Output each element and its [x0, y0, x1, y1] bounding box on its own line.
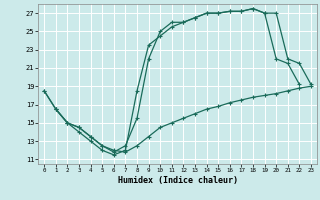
X-axis label: Humidex (Indice chaleur): Humidex (Indice chaleur): [118, 176, 238, 185]
